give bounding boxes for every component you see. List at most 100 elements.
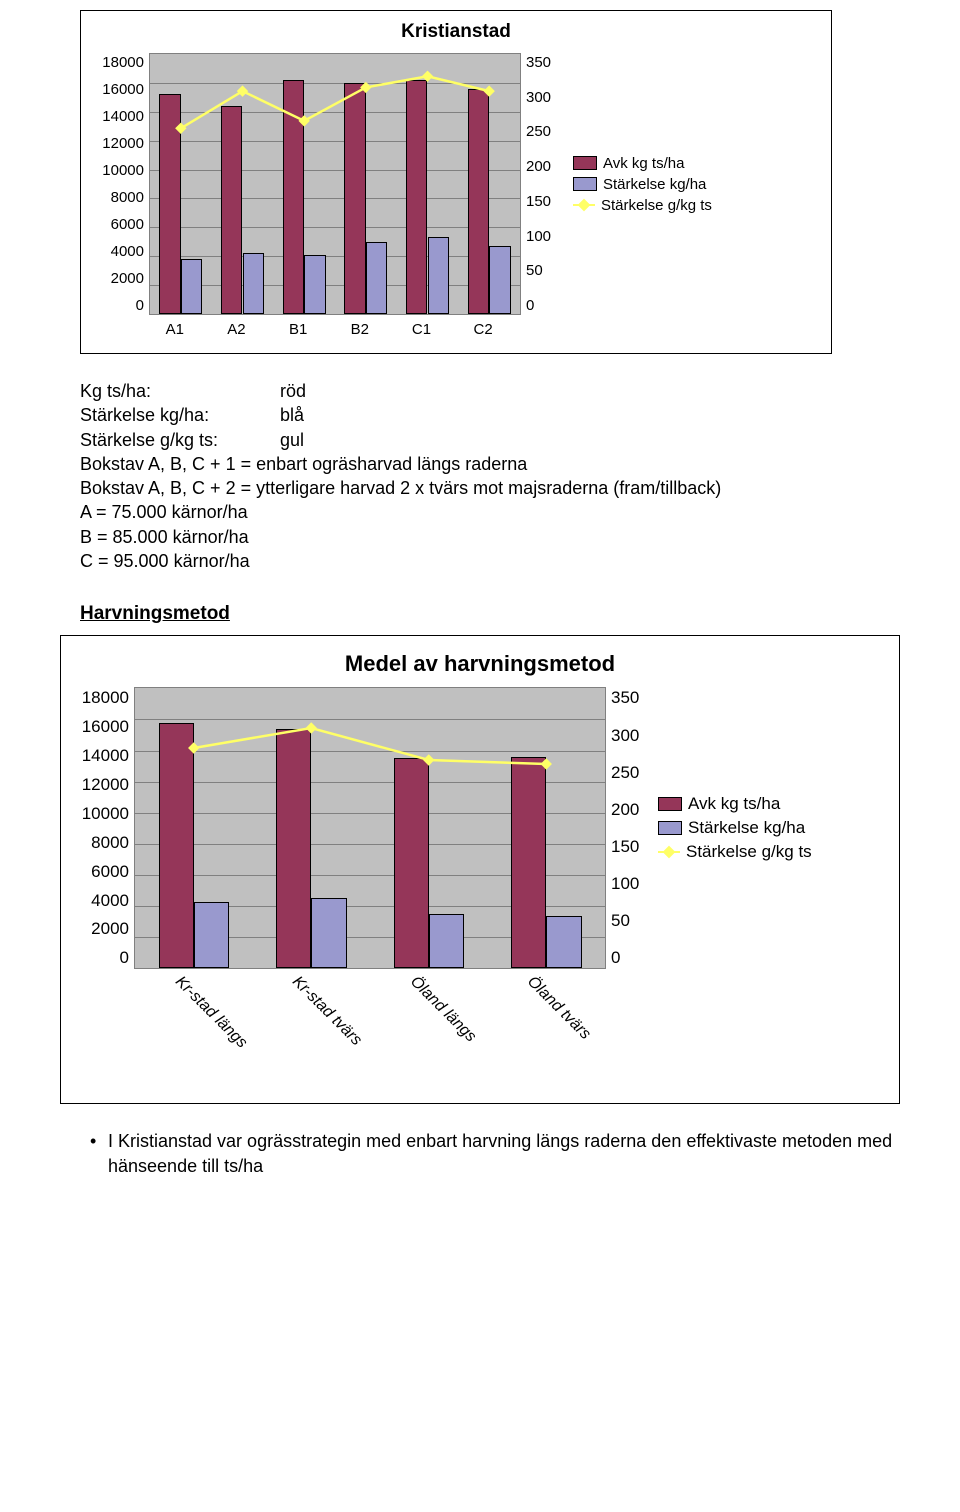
axis-tick: 2000	[81, 919, 129, 939]
bullet-text: I Kristianstad var ogrässtrategin med en…	[108, 1129, 900, 1178]
x-label: Kr-stad längs	[171, 973, 250, 1052]
chart1-line	[150, 54, 520, 314]
desc-row: Kg ts/ha:röd	[80, 379, 900, 403]
axis-tick: 50	[526, 262, 558, 279]
axis-tick: 250	[526, 123, 558, 140]
chart1-plot	[149, 53, 521, 315]
axis-tick: 200	[611, 800, 643, 820]
x-label: C1	[391, 321, 453, 338]
desc-line: B = 85.000 kärnor/ha	[80, 525, 900, 549]
axis-tick: 50	[611, 911, 643, 931]
desc-value: blå	[280, 403, 304, 427]
chart2-plot	[134, 687, 606, 969]
bullet-note: • I Kristianstad var ogrässtrategin med …	[90, 1129, 900, 1178]
x-label: Kr-stad tvärs	[289, 973, 366, 1050]
axis-tick: 300	[611, 726, 643, 746]
axis-tick: 8000	[96, 189, 144, 206]
axis-tick: 16000	[96, 81, 144, 98]
axis-tick: 12000	[96, 135, 144, 152]
desc-line: Bokstav A, B, C + 2 = ytterligare harvad…	[80, 476, 900, 500]
axis-tick: 12000	[81, 775, 129, 795]
desc-line: A = 75.000 kärnor/ha	[80, 500, 900, 524]
chart2-x-axis: Kr-stad längs Kr-stad tvärs Öland längs Öla…	[129, 973, 599, 1083]
axis-tick: 6000	[81, 862, 129, 882]
legend-line-icon	[658, 846, 680, 858]
axis-tick: 100	[611, 874, 643, 894]
axis-tick: 14000	[96, 108, 144, 125]
bullet-dot-icon: •	[90, 1129, 108, 1178]
x-label: B1	[267, 321, 329, 338]
axis-tick: 100	[526, 228, 558, 245]
axis-tick: 4000	[81, 891, 129, 911]
desc-line: C = 95.000 kärnor/ha	[80, 549, 900, 573]
page: Kristianstad 180001600014000120001000080…	[0, 10, 960, 1178]
chart2-y-left: 18000 16000 14000 12000 10000 8000 6000 4000 200…	[81, 688, 134, 968]
legend-swatch-icon	[573, 156, 597, 170]
chart-kristianstad: Kristianstad 18000 16000 14000 12000 10000 80…	[80, 10, 832, 354]
chart1-row: 18000 16000 14000 12000 10000 8000 6000 4000 200…	[96, 53, 816, 315]
chart2-legend: Avk kg ts/ha Stärkelse kg/ha Stärkelse g/k…	[658, 790, 812, 866]
axis-tick: 2000	[96, 270, 144, 287]
legend-swatch-icon	[573, 177, 597, 191]
description-block: Kg ts/ha:rödStärkelse kg/ha:blåStärkelse…	[80, 379, 900, 573]
x-label: Öland längs	[406, 973, 479, 1046]
chart2-title: Medel av harvningsmetod	[81, 651, 879, 677]
axis-tick: 200	[526, 158, 558, 175]
axis-tick: 18000	[96, 54, 144, 71]
section-harvningsmetod-title: Harvningsmetod	[80, 603, 900, 625]
desc-label: Kg ts/ha:	[80, 379, 280, 403]
axis-tick: 150	[526, 193, 558, 210]
x-label: Öland tvärs	[524, 973, 595, 1044]
legend-label: Stärkelse g/kg ts	[601, 197, 712, 214]
desc-row: Stärkelse g/kg ts:gul	[80, 428, 900, 452]
axis-tick: 0	[96, 297, 144, 314]
x-label: B2	[329, 321, 391, 338]
axis-tick: 6000	[96, 216, 144, 233]
legend-item: Stärkelse kg/ha	[573, 176, 712, 193]
chart1-legend: Avk kg ts/ha Stärkelse kg/ha Stärkelse g/k…	[573, 151, 712, 218]
axis-tick: 4000	[96, 243, 144, 260]
desc-line: Bokstav A, B, C + 1 = enbart ogräsharvad…	[80, 452, 900, 476]
legend-item: Avk kg ts/ha	[573, 155, 712, 172]
desc-value: röd	[280, 379, 306, 403]
chart2-row: 1800016000140001200010000800060004000200…	[81, 687, 879, 969]
chart1-y-right: 350300250200150100500	[521, 54, 558, 314]
x-label: A2	[206, 321, 268, 338]
chart1-x-axis: A1A2B1B2C1C2	[144, 321, 514, 338]
legend-item: Stärkelse kg/ha	[658, 818, 812, 838]
axis-tick: 350	[526, 54, 558, 71]
legend-label: Avk kg ts/ha	[688, 794, 780, 814]
chart-harvningsmetod: Medel av harvningsmetod 1800016000140001…	[60, 635, 900, 1104]
chart2-y-right: 350 300 250 200 150 100 50 0	[606, 688, 643, 968]
legend-label: Stärkelse g/kg ts	[686, 842, 812, 862]
axis-tick: 16000	[81, 717, 129, 737]
legend-item: Stärkelse g/kg ts	[573, 197, 712, 214]
legend-item: Avk kg ts/ha	[658, 794, 812, 814]
axis-tick: 8000	[81, 833, 129, 853]
chart1-title: Kristianstad	[96, 21, 816, 43]
legend-item: Stärkelse g/kg ts	[658, 842, 812, 862]
desc-value: gul	[280, 428, 304, 452]
axis-tick: 10000	[96, 162, 144, 179]
axis-tick: 150	[611, 837, 643, 857]
legend-swatch-icon	[658, 821, 682, 835]
axis-tick: 10000	[81, 804, 129, 824]
chart1-y-left: 18000 16000 14000 12000 10000 8000 6000 4000 200…	[96, 54, 149, 314]
axis-tick: 250	[611, 763, 643, 783]
chart2-line	[135, 688, 605, 968]
legend-line-icon	[573, 199, 595, 211]
legend-label: Avk kg ts/ha	[603, 155, 684, 172]
axis-tick: 300	[526, 89, 558, 106]
axis-tick: 18000	[81, 688, 129, 708]
desc-label: Stärkelse kg/ha:	[80, 403, 280, 427]
axis-tick: 0	[611, 948, 643, 968]
legend-label: Stärkelse kg/ha	[603, 176, 706, 193]
axis-tick: 0	[81, 948, 129, 968]
desc-row: Stärkelse kg/ha:blå	[80, 403, 900, 427]
axis-tick: 14000	[81, 746, 129, 766]
desc-label: Stärkelse g/kg ts:	[80, 428, 280, 452]
x-label: A1	[144, 321, 206, 338]
legend-swatch-icon	[658, 797, 682, 811]
legend-label: Stärkelse kg/ha	[688, 818, 805, 838]
axis-tick: 350	[611, 688, 643, 708]
